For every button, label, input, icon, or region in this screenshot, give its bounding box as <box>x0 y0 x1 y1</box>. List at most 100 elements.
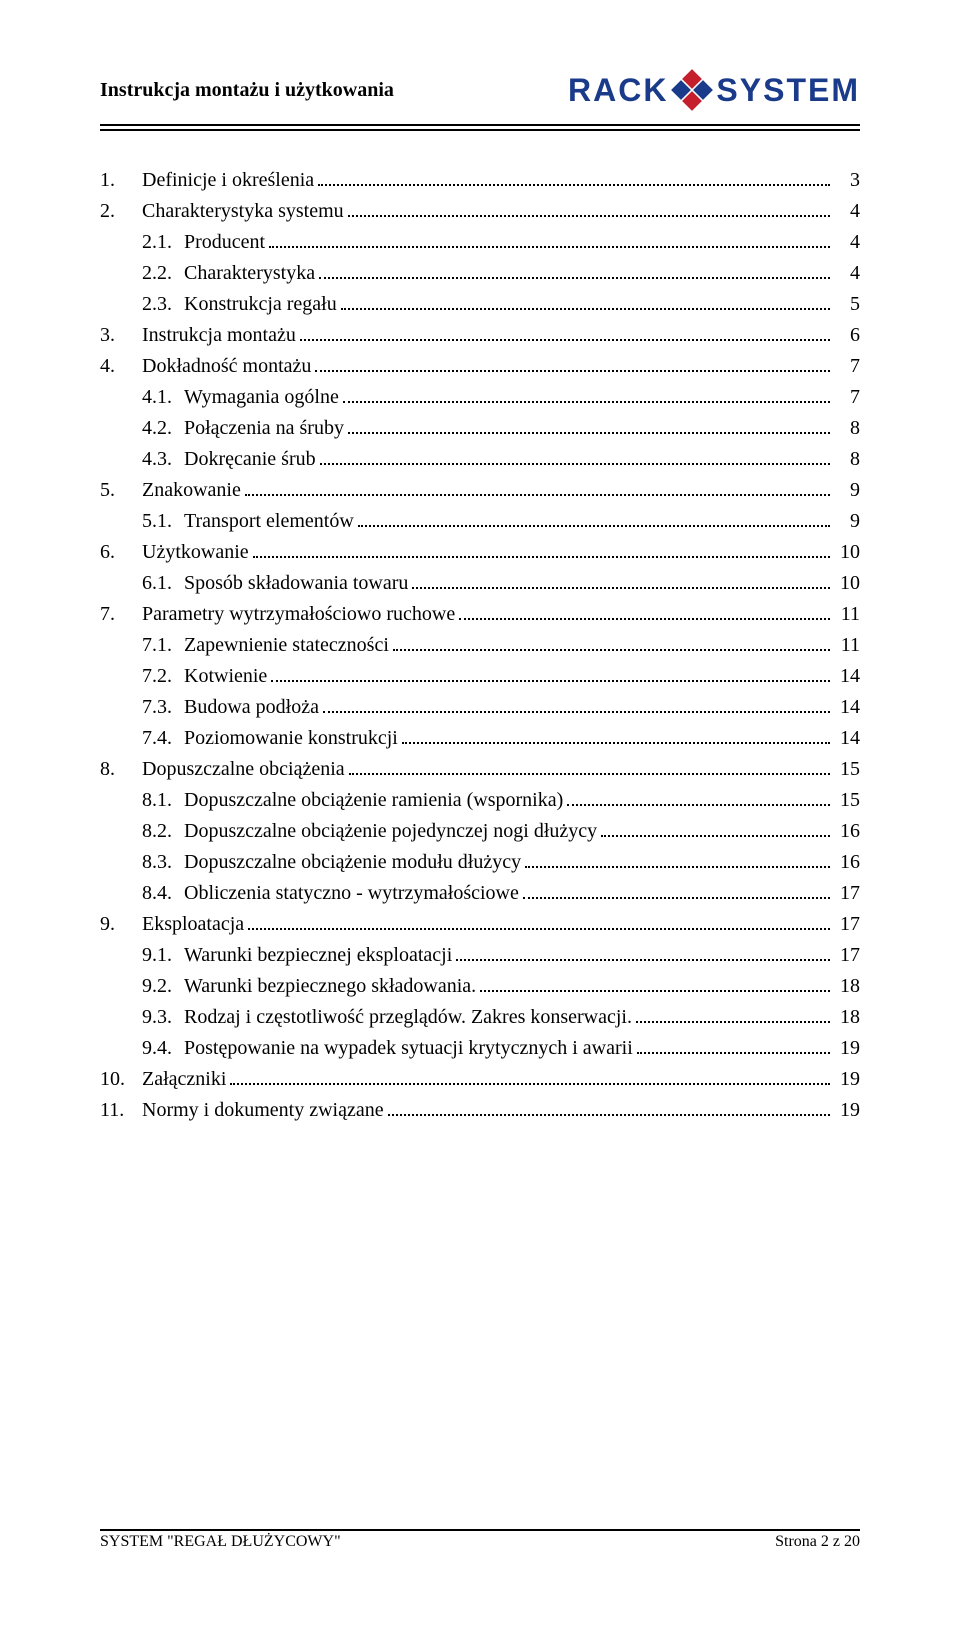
toc-label: Kotwienie <box>184 661 267 692</box>
toc-page: 19 <box>836 1095 860 1126</box>
toc-row: 7.2.Kotwienie14 <box>100 661 860 692</box>
toc-label: Użytkowanie <box>142 537 249 568</box>
toc-label: Instrukcja montażu <box>142 320 296 351</box>
toc-row: 7.Parametry wytrzymałościowo ruchowe 11 <box>100 599 860 630</box>
toc-label: Zapewnienie stateczności <box>184 630 389 661</box>
toc-leader <box>245 494 830 496</box>
toc-number: 7.2. <box>142 661 184 692</box>
toc-number: 8.2. <box>142 816 184 847</box>
toc-leader <box>341 308 830 310</box>
toc-number: 7.3. <box>142 692 184 723</box>
toc-number: 9.1. <box>142 940 184 971</box>
toc-label: Transport elementów <box>184 506 354 537</box>
toc-number: 4.3. <box>142 444 184 475</box>
toc-label: Dopuszczalne obciążenie ramienia (wsporn… <box>184 785 563 816</box>
toc-leader <box>248 928 830 930</box>
toc-label: Definicje i określenia <box>142 165 314 196</box>
toc-label: Eksploatacja <box>142 909 244 940</box>
toc-row: 3.Instrukcja montażu6 <box>100 320 860 351</box>
toc-number: 6.1. <box>142 568 184 599</box>
toc-row: 4.2.Połączenia na śruby8 <box>100 413 860 444</box>
toc-leader <box>480 990 830 992</box>
toc-page: 18 <box>836 971 860 1002</box>
toc-leader <box>412 587 830 589</box>
toc-label: Dokręcanie śrub <box>184 444 316 475</box>
toc-page: 16 <box>836 847 860 878</box>
toc-row: 8.Dopuszczalne obciążenia15 <box>100 754 860 785</box>
toc-number: 8.1. <box>142 785 184 816</box>
toc-page: 15 <box>836 785 860 816</box>
toc-number: 11. <box>100 1095 142 1126</box>
toc-leader <box>348 215 830 217</box>
toc-page: 8 <box>836 413 860 444</box>
toc-row: 8.1.Dopuszczalne obciążenie ramienia (ws… <box>100 785 860 816</box>
toc-label: Postępowanie na wypadek sytuacji krytycz… <box>184 1033 633 1064</box>
toc-row: 11.Normy i dokumenty związane19 <box>100 1095 860 1126</box>
toc-leader <box>525 866 830 868</box>
toc-row: 2.3.Konstrukcja regału5 <box>100 289 860 320</box>
footer-left: SYSTEM "REGAŁ DŁUŻYCOWY" <box>100 1533 341 1551</box>
toc-leader <box>388 1114 830 1116</box>
toc-number: 1. <box>100 165 142 196</box>
toc-leader <box>523 897 830 899</box>
toc-page: 19 <box>836 1064 860 1095</box>
toc-page: 5 <box>836 289 860 320</box>
footer-row: SYSTEM "REGAŁ DŁUŻYCOWY" Strona 2 z 20 <box>100 1533 860 1551</box>
toc-page: 4 <box>836 258 860 289</box>
toc-page: 19 <box>836 1033 860 1064</box>
toc-leader <box>567 804 830 806</box>
toc-label: Charakterystyka <box>184 258 315 289</box>
toc-label: Parametry wytrzymałościowo ruchowe <box>142 599 455 630</box>
toc-row: 2.1.Producent4 <box>100 227 860 258</box>
toc-row: 9.Eksploatacja17 <box>100 909 860 940</box>
toc-page: 3 <box>836 165 860 196</box>
toc-leader <box>253 556 830 558</box>
toc-label: Obliczenia statyczno - wytrzymałościowe <box>184 878 519 909</box>
toc-label: Wymagania ogólne <box>184 382 339 413</box>
toc-number: 5.1. <box>142 506 184 537</box>
toc-page: 15 <box>836 754 860 785</box>
toc-label: Załączniki <box>142 1064 226 1095</box>
logo-text-left: RACK <box>568 72 668 109</box>
toc-page: 4 <box>836 196 860 227</box>
toc-leader <box>402 742 830 744</box>
toc-page: 14 <box>836 723 860 754</box>
toc-number: 2.3. <box>142 289 184 320</box>
toc-leader <box>318 184 830 186</box>
toc-page: 10 <box>836 537 860 568</box>
footer-right: Strona 2 z 20 <box>775 1533 860 1551</box>
toc-label: Sposób składowania towaru <box>184 568 408 599</box>
toc-leader <box>319 277 830 279</box>
toc-page: 7 <box>836 382 860 413</box>
toc-label: Poziomowanie konstrukcji <box>184 723 398 754</box>
toc-leader <box>601 835 830 837</box>
toc-label: Znakowanie <box>142 475 241 506</box>
toc-leader <box>459 618 830 620</box>
toc-row: 7.3.Budowa podłoża14 <box>100 692 860 723</box>
toc-number: 7.4. <box>142 723 184 754</box>
toc-row: 8.4.Obliczenia statyczno - wytrzymałości… <box>100 878 860 909</box>
toc-row: 9.3.Rodzaj i częstotliwość przeglądów. Z… <box>100 1002 860 1033</box>
toc-leader <box>348 432 830 434</box>
toc-row: 5.1.Transport elementów9 <box>100 506 860 537</box>
toc-number: 4.1. <box>142 382 184 413</box>
toc-page: 11 <box>836 630 860 661</box>
toc-label: Rodzaj i częstotliwość przeglądów. Zakre… <box>184 1002 632 1033</box>
document-page: Instrukcja montażu i użytkowania RACK SY… <box>0 0 960 1629</box>
header-rule <box>100 124 860 131</box>
toc-leader <box>358 525 830 527</box>
toc-page: 11 <box>836 599 860 630</box>
toc-page: 17 <box>836 878 860 909</box>
toc-label: Dopuszczalne obciążenie modułu dłużycy <box>184 847 521 878</box>
toc-label: Budowa podłoża <box>184 692 319 723</box>
toc-number: 7. <box>100 599 142 630</box>
toc-row: 9.4.Postępowanie na wypadek sytuacji kry… <box>100 1033 860 1064</box>
toc-page: 9 <box>836 475 860 506</box>
toc-number: 8. <box>100 754 142 785</box>
toc-leader <box>269 246 830 248</box>
toc-number: 5. <box>100 475 142 506</box>
toc-row: 6.Użytkowanie10 <box>100 537 860 568</box>
toc-number: 8.3. <box>142 847 184 878</box>
toc-row: 2.2.Charakterystyka4 <box>100 258 860 289</box>
toc-number: 9.4. <box>142 1033 184 1064</box>
